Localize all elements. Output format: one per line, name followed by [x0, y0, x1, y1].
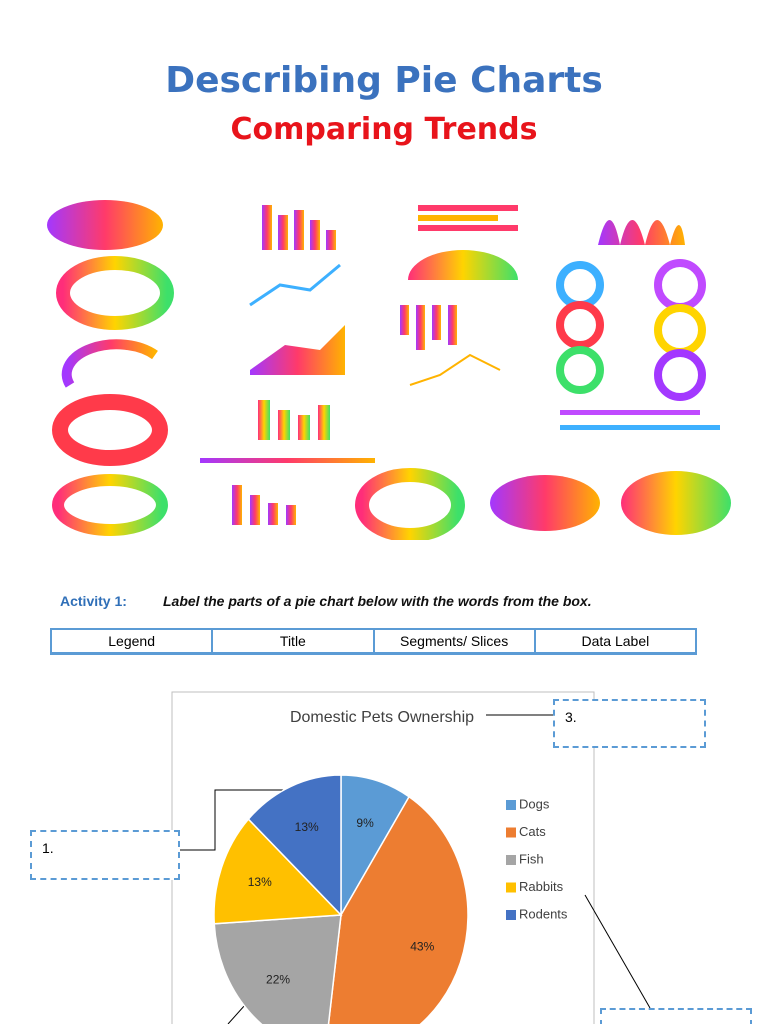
pie-slice [213, 914, 342, 1024]
pie-slice [213, 818, 343, 925]
activity-instruction: Label the parts of a pie chart below wit… [163, 593, 592, 609]
pie-slice [340, 774, 411, 918]
word: Data Label [533, 629, 698, 654]
word: Legend [49, 629, 214, 654]
chart-title: Domestic Pets Ownership [290, 709, 474, 726]
pie-slice [247, 774, 342, 917]
legend-label: Rabbits [519, 879, 564, 894]
word-box: Legend Title Segments/ Slices Data Label [49, 628, 698, 655]
legend-swatch [506, 800, 516, 810]
legend-swatch [506, 910, 516, 920]
page-title: Describing Pie Charts [165, 60, 603, 101]
legend-label: Fish [519, 851, 544, 866]
infographic-collage [47, 200, 731, 540]
pie-slice [327, 795, 469, 1024]
data-label: 43% [410, 939, 434, 953]
callout-box: 1. [30, 830, 180, 880]
legend-swatch [506, 882, 516, 893]
connector [227, 1004, 246, 1024]
callout-box: 3. [553, 699, 706, 748]
legend-swatch [506, 827, 516, 838]
page-subtitle: Comparing Trends [230, 112, 538, 147]
activity-label: Activity 1: [60, 593, 127, 609]
legend-label: Dogs [519, 796, 550, 811]
data-label: 22% [266, 972, 290, 986]
data-label: 9% [356, 816, 374, 830]
callout-box [600, 1008, 752, 1024]
data-label: 13% [295, 820, 319, 834]
legend-label: Cats [519, 824, 546, 839]
word: Segments/ Slices [372, 629, 536, 654]
legend-swatch [506, 855, 516, 865]
word: Title [211, 629, 375, 654]
legend-label: Rodents [519, 906, 568, 921]
connector [584, 894, 651, 1009]
activity: Activity 1: Label the parts of a pie char… [60, 593, 592, 609]
data-label: 13% [248, 875, 272, 889]
connector [180, 789, 292, 851]
